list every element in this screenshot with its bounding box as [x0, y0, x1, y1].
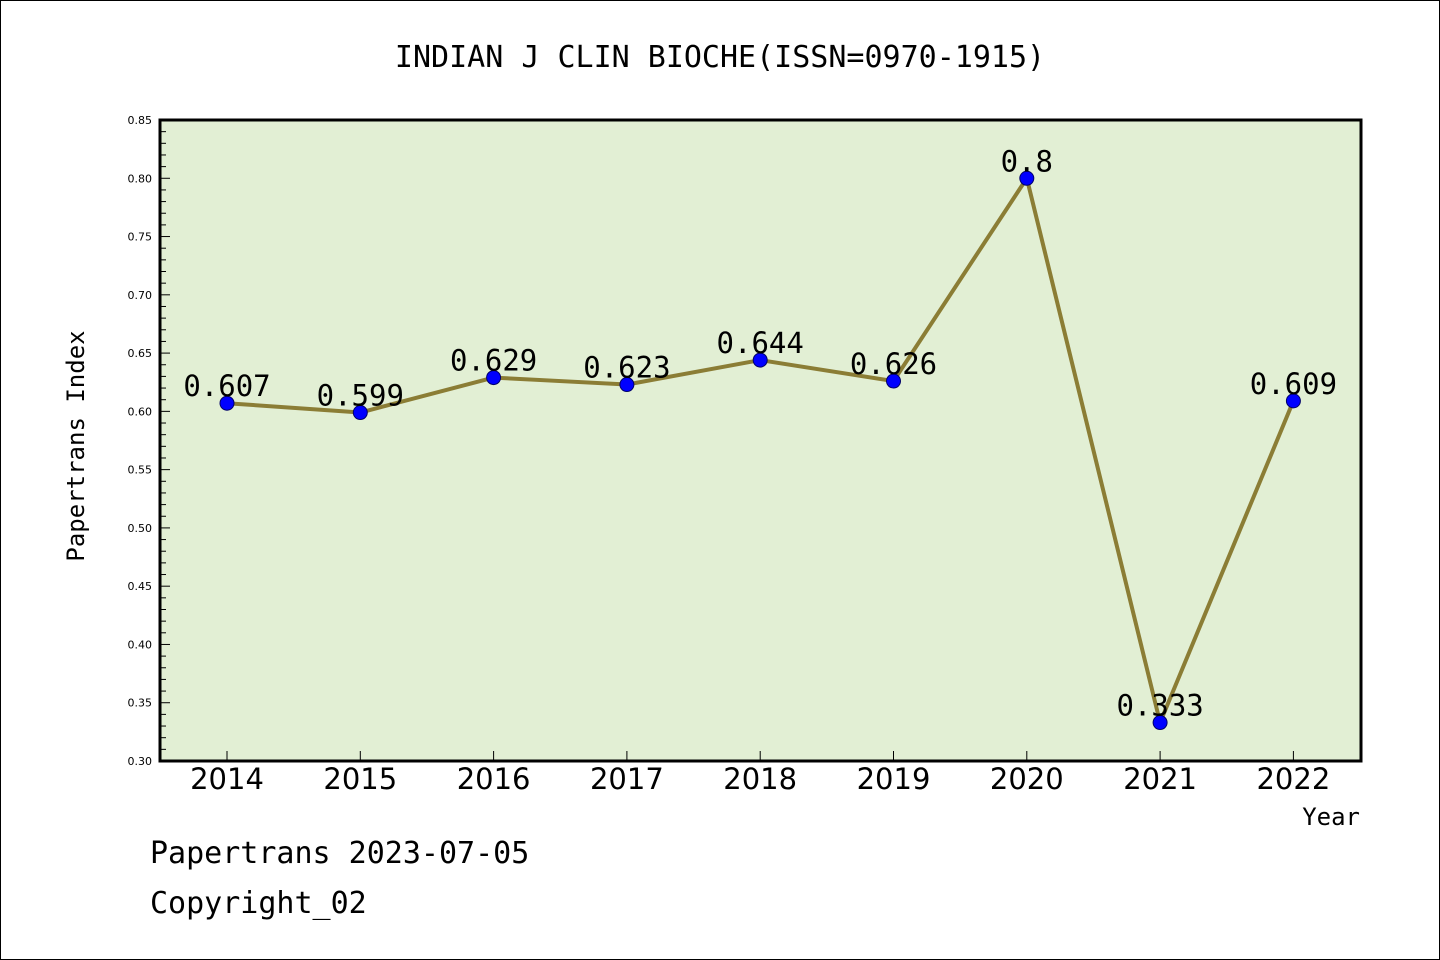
y-axis-ticks: 0.30 0.35 0.40 0.45 0.50 0.55 0.60 0.65 0.70 0.75…	[128, 114, 170, 768]
x-tick-label: 2017	[590, 762, 664, 796]
data-label: 0.623	[583, 351, 670, 385]
y-tick-label: 0.45	[128, 580, 153, 593]
data-point	[486, 370, 502, 386]
y-tick-label: 0.85	[128, 114, 153, 127]
data-point	[352, 405, 368, 421]
data-point	[752, 352, 768, 368]
data-point	[219, 395, 235, 411]
footer-copyright: Copyright_02	[150, 886, 367, 921]
data-label: 0.8	[1001, 144, 1053, 178]
y-tick-label: 0.75	[128, 231, 153, 244]
x-tick-label: 2022	[1256, 762, 1330, 796]
y-tick-label: 0.55	[128, 464, 153, 477]
plot-area	[158, 118, 1363, 763]
data-label: 0.333	[1116, 689, 1203, 723]
data-point	[1152, 715, 1168, 731]
chart-title: INDIAN J CLIN BIOCHE(ISSN=0970-1915)	[395, 40, 1045, 75]
footer-source: Papertrans 2023-07-05	[150, 836, 530, 871]
data-label: 0.607	[183, 369, 270, 403]
x-tick-label: 2015	[323, 762, 397, 796]
x-axis-label: Year	[1302, 803, 1360, 831]
y-tick-label: 0.60	[128, 405, 153, 418]
data-label: 0.629	[450, 344, 537, 378]
y-axis-label: Papertrans Index	[62, 330, 90, 561]
y-tick-label: 0.80	[128, 172, 153, 185]
y-tick-label: 0.50	[128, 522, 153, 535]
y-tick-label: 0.30	[128, 755, 153, 768]
y-tick-label: 0.35	[128, 697, 153, 710]
x-tick-label: 2020	[990, 762, 1064, 796]
data-point	[1285, 393, 1301, 409]
data-label: 0.626	[850, 347, 937, 381]
data-point	[1019, 170, 1035, 186]
data-label: 0.599	[317, 379, 404, 413]
data-label: 0.609	[1250, 367, 1337, 401]
x-tick-label: 2018	[723, 762, 797, 796]
data-label: 0.644	[717, 326, 804, 360]
data-point	[619, 377, 635, 393]
x-tick-label: 2019	[857, 762, 931, 796]
x-tick-label: 2021	[1123, 762, 1197, 796]
x-tick-label: 2016	[457, 762, 531, 796]
y-tick-label: 0.70	[128, 289, 153, 302]
series-group: 0.607 0.599 0.629 0.623 0.644 0.626 0.8 0.333 0.…	[183, 144, 1337, 731]
y-tick-label: 0.65	[128, 347, 153, 360]
data-point	[886, 373, 901, 389]
y-tick-label: 0.40	[128, 638, 153, 651]
x-tick-label: 2014	[190, 762, 264, 796]
x-axis-ticks: 2014 2015 2016 2017 2018 2019 2020 2021 2022	[190, 751, 1330, 796]
